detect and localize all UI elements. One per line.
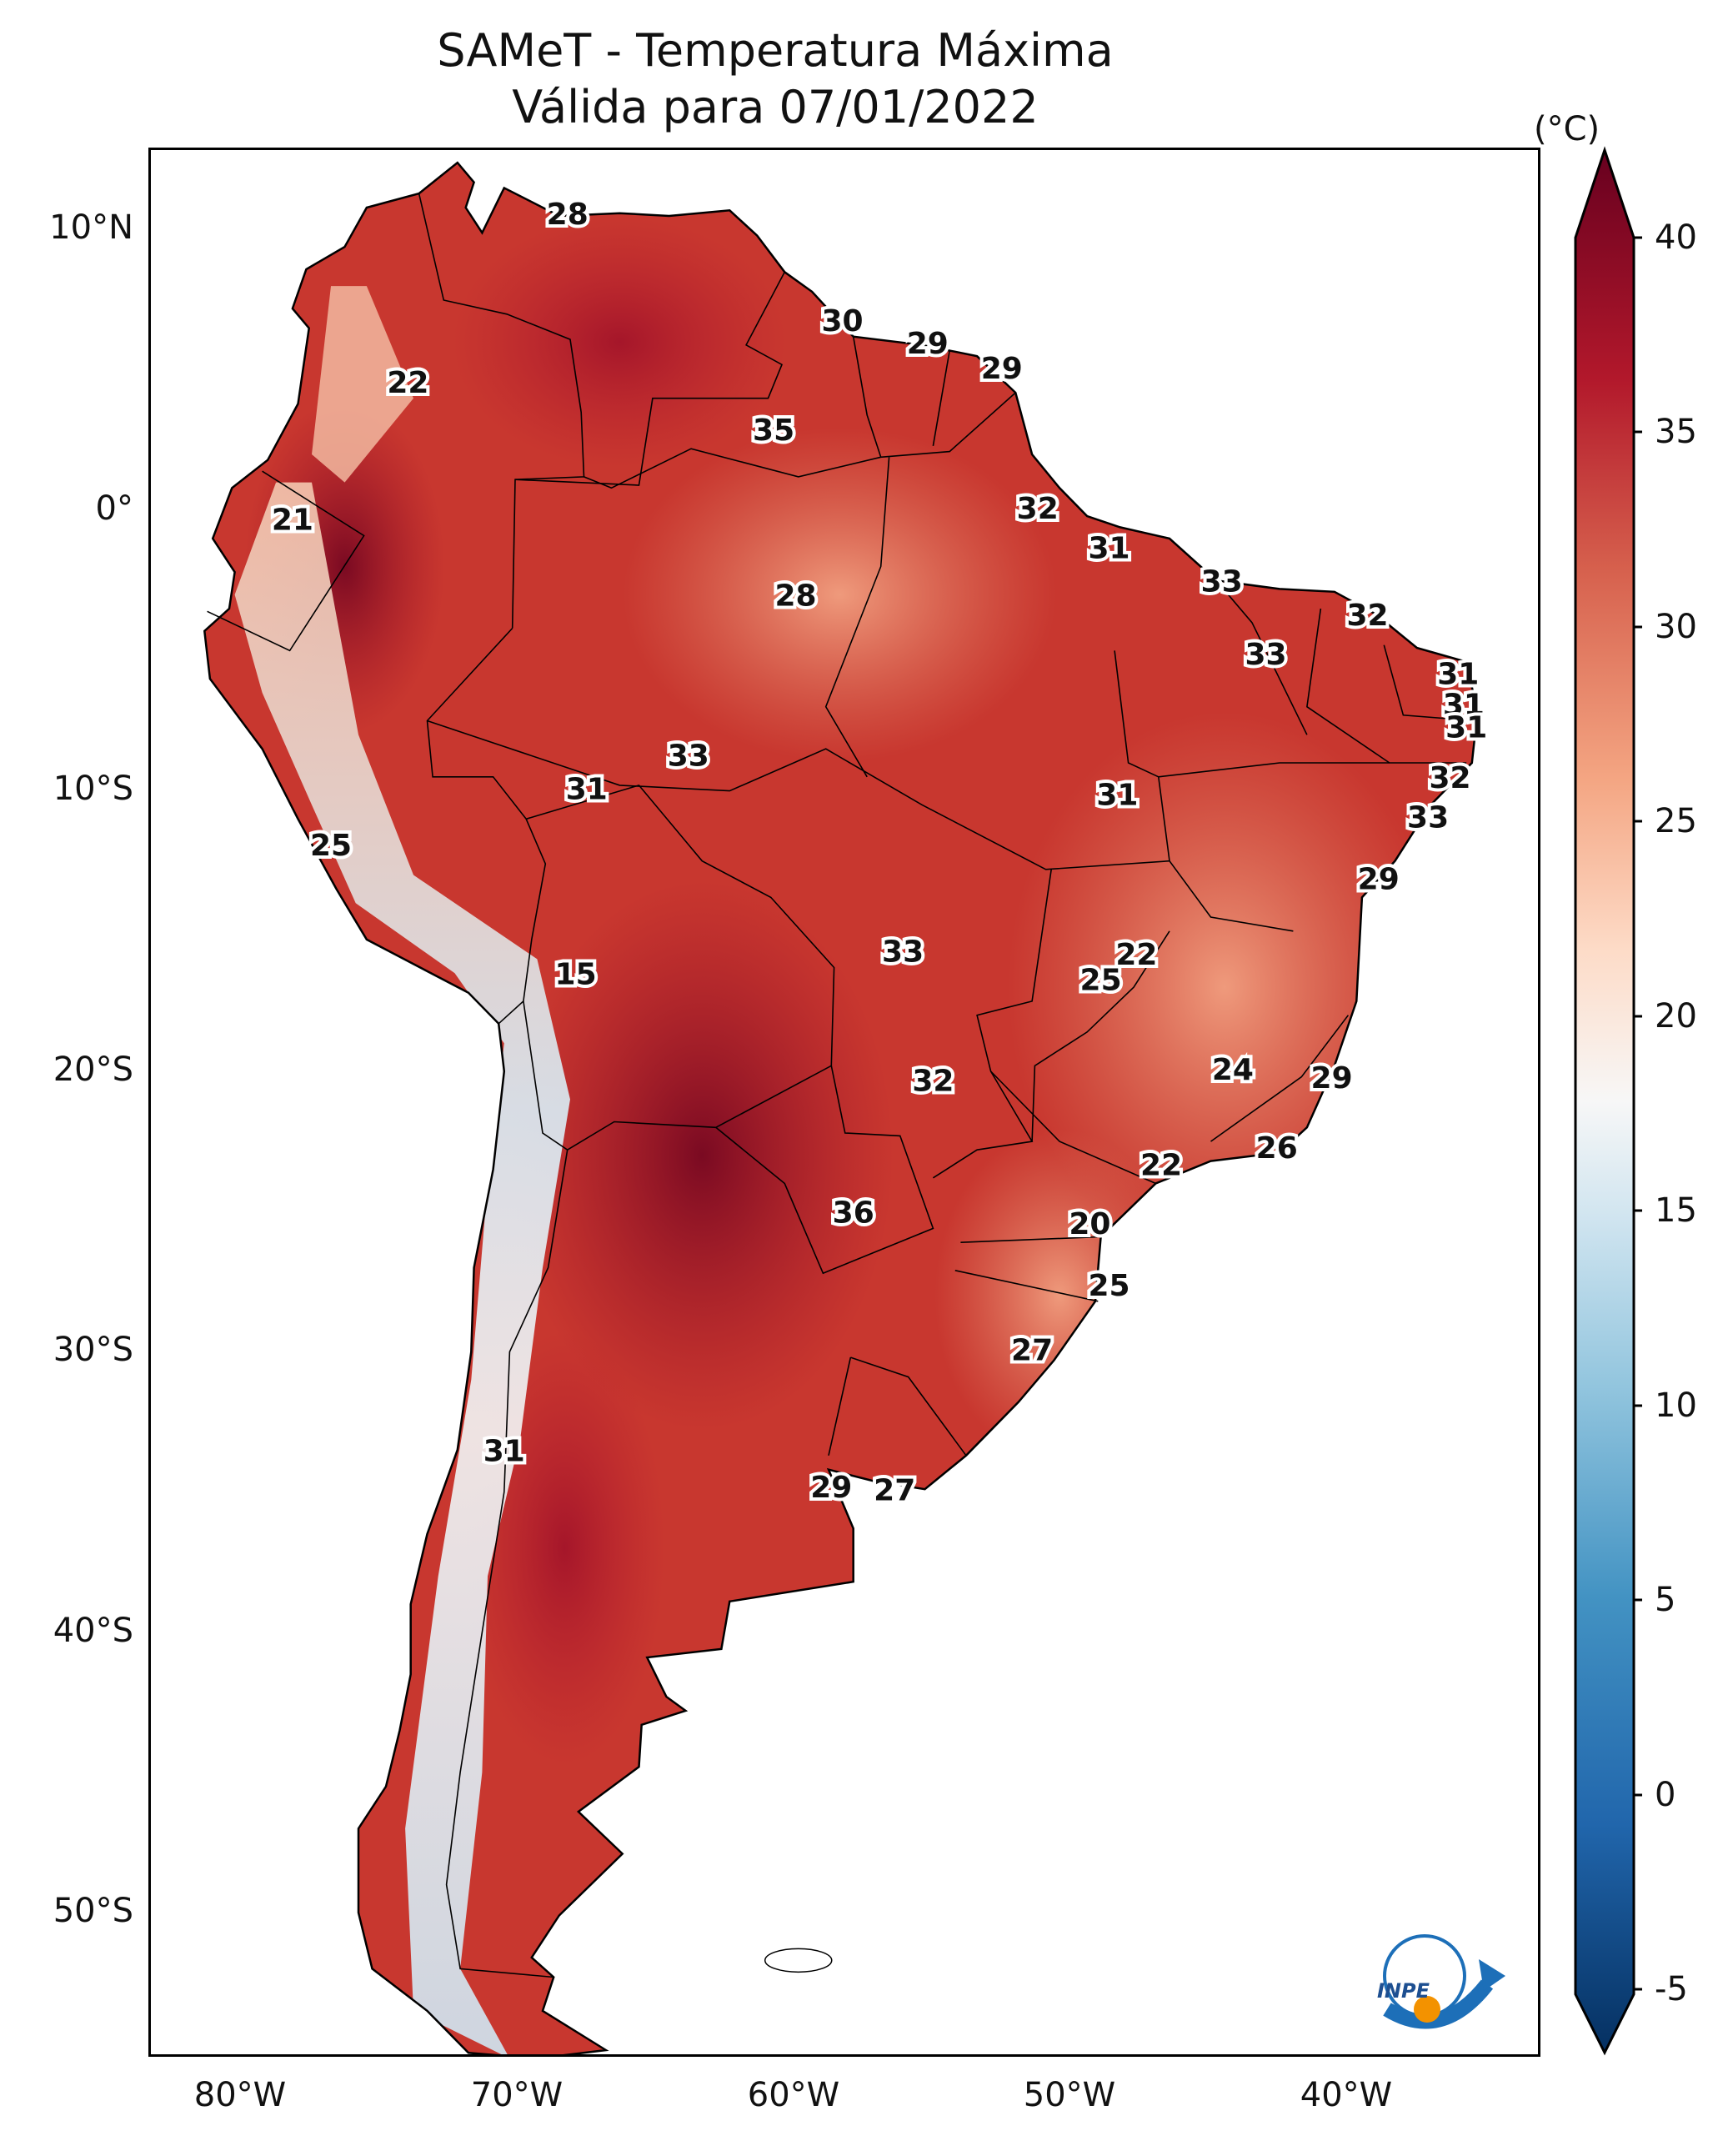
temperature-label: 33	[668, 739, 709, 773]
colorbar-unit: (°C)	[1534, 110, 1600, 148]
political-border	[990, 1070, 1156, 1185]
temperature-label: 22	[1115, 938, 1157, 972]
temperature-label: 33	[1245, 638, 1286, 672]
colorbar-tick-35: 35	[1655, 413, 1697, 451]
temperature-label: 30	[821, 304, 863, 338]
political-border	[445, 1150, 568, 1978]
temperature-label: 29	[907, 327, 949, 361]
political-border	[207, 470, 365, 652]
temperature-label: 25	[310, 829, 352, 863]
temperature-label: 31	[1096, 778, 1138, 812]
temperature-label: 20	[1069, 1207, 1110, 1241]
temperature-label: 15	[555, 958, 597, 992]
temperature-label: 33	[882, 935, 924, 970]
political-border	[427, 720, 1170, 870]
lon-tick-40w: 40°W	[1300, 2076, 1393, 2114]
political-border	[1031, 930, 1170, 1142]
temperature-label: 31	[566, 773, 608, 807]
temperature-label: 31	[1443, 689, 1485, 723]
colorbar-tick-30: 30	[1655, 608, 1697, 646]
temperature-label: 36	[833, 1196, 874, 1231]
colorbar-tick-15: 15	[1655, 1191, 1697, 1230]
temperature-label: 32	[912, 1065, 954, 1099]
temperature-label: 29	[1311, 1061, 1353, 1096]
temperature-label: 31	[1445, 711, 1487, 745]
political-border	[1114, 650, 1160, 778]
colorbar-tick-10: 10	[1655, 1386, 1697, 1425]
continent-fill	[203, 161, 1479, 2054]
lat-tick-50s: 50°S	[53, 1892, 133, 1930]
political-border	[850, 1356, 967, 1457]
temperature-label: 28	[547, 198, 589, 232]
temperature-label: 33	[1407, 800, 1449, 835]
colombian-andes	[312, 286, 413, 483]
temperature-label: 25	[1088, 1269, 1129, 1303]
temperature-label: 29	[981, 352, 1023, 386]
temperature-label: 27	[874, 1474, 915, 1508]
political-border	[824, 457, 890, 778]
temperature-label: 21	[272, 504, 313, 538]
temperature-label: 31	[1088, 531, 1129, 565]
temperature-label: 32	[1017, 492, 1059, 526]
lat-tick-40s: 40°S	[53, 1612, 133, 1650]
colorbar-tick-minus5: -5	[1655, 1970, 1688, 2008]
political-border	[418, 193, 585, 629]
colorbar-tick-40: 40	[1655, 218, 1697, 257]
political-border	[1306, 608, 1467, 764]
temperature-label: 32	[1429, 761, 1470, 795]
inpe-logo: INPE	[1377, 1934, 1505, 2029]
hot-region-venezuela	[453, 217, 787, 468]
temperature-label: 31	[483, 1435, 525, 1469]
temperature-label: 27	[1011, 1333, 1053, 1367]
political-border	[1215, 579, 1308, 735]
hot-region-chaco	[510, 880, 894, 1431]
colorbar-tick-0: 0	[1655, 1776, 1676, 1814]
temperature-label: 28	[774, 579, 816, 614]
political-border	[1210, 1015, 1350, 1142]
temperature-label: 29	[810, 1471, 852, 1505]
temperature-label: 22	[1140, 1148, 1182, 1182]
temperature-label: 32	[1346, 599, 1388, 633]
political-border	[514, 271, 786, 486]
coastline	[203, 161, 1479, 2054]
political-border	[932, 350, 950, 447]
lon-tick-70w: 70°W	[470, 2076, 563, 2114]
temperature-label: 26	[1256, 1131, 1298, 1166]
lat-tick-0: 0°	[95, 489, 133, 528]
political-border	[715, 1065, 934, 1275]
lat-tick-20s: 20°S	[53, 1050, 133, 1089]
colorbar	[1574, 146, 1642, 2056]
temperature-label: 29	[1358, 862, 1400, 896]
political-border	[954, 1270, 1099, 1302]
map-title: SAMeT - Temperatura Máxima	[437, 24, 1114, 77]
temperature-label: 31	[1437, 658, 1479, 692]
lat-tick-10n: 10°N	[49, 208, 133, 247]
colorbar-tick-25: 25	[1655, 802, 1697, 840]
political-border	[1157, 762, 1390, 932]
temperature-label: 24	[1212, 1053, 1254, 1087]
political-border	[828, 1356, 852, 1456]
political-border	[1383, 644, 1475, 722]
svg-text:INPE: INPE	[1377, 1979, 1430, 2003]
cool-region-amazon	[623, 428, 1057, 762]
political-border	[852, 336, 882, 458]
lat-tick-10s: 10°S	[53, 770, 133, 808]
temperature-label: 25	[1080, 963, 1122, 997]
temperature-label: 33	[1201, 565, 1243, 599]
falkland-islands	[764, 1948, 833, 1973]
political-border	[960, 1236, 1101, 1243]
temperature-map: 28 30 29 29 22 35 32 21 31 33 28 32 33 31 31 31 33 32 31 31…	[148, 148, 1540, 2057]
lon-tick-50w: 50°W	[1023, 2076, 1116, 2114]
temperature-label: 22	[387, 366, 428, 400]
colorbar-tick-20: 20	[1655, 997, 1697, 1035]
map-subtitle: Válida para 07/01/2022	[512, 81, 1039, 133]
lat-tick-30s: 30°S	[53, 1331, 133, 1369]
lon-tick-80w: 80°W	[193, 2076, 287, 2114]
political-border	[584, 392, 1016, 489]
colorbar-tick-5: 5	[1655, 1581, 1676, 1619]
temperature-label: 35	[753, 414, 794, 448]
lon-tick-60w: 60°W	[747, 2076, 840, 2114]
